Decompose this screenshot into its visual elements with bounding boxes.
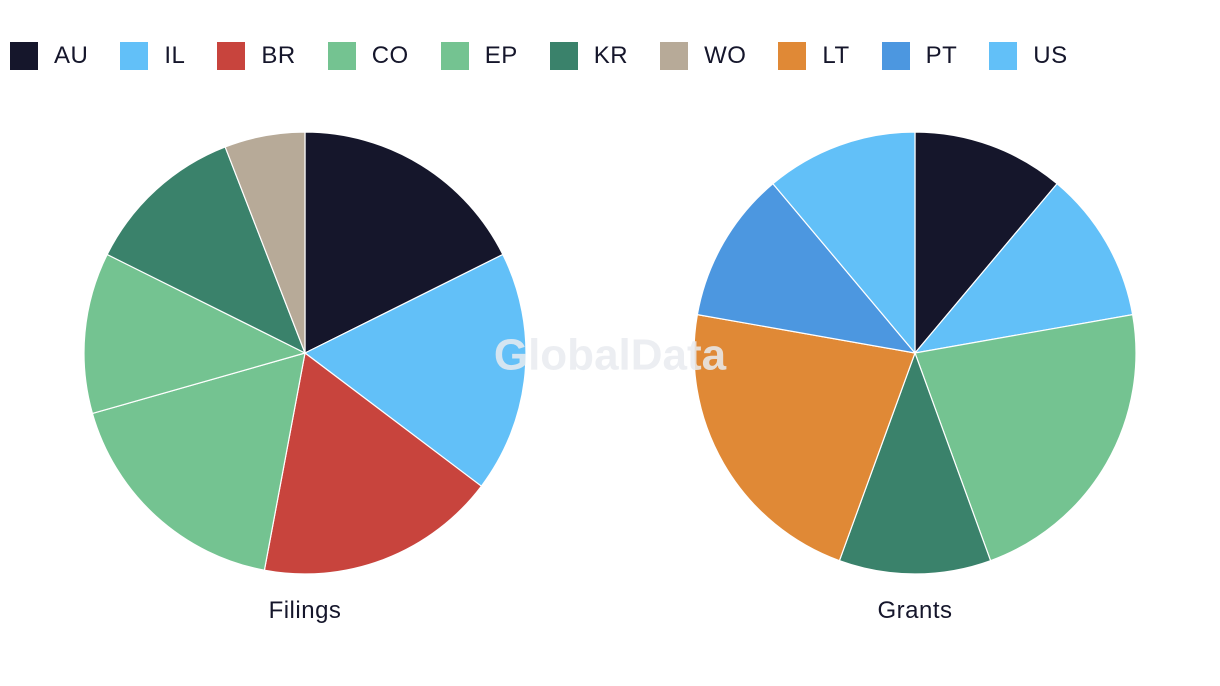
- legend-item-ep[interactable]: EP: [440, 42, 518, 70]
- pie-title: Grants: [877, 597, 952, 624]
- pie-slice-wo[interactable]: [224, 131, 306, 354]
- legend-item-br[interactable]: BR: [217, 42, 295, 70]
- legend-swatch: [989, 42, 1018, 70]
- legend-label: EP: [484, 42, 518, 69]
- legend-swatch: [10, 42, 38, 70]
- legend-label: CO: [371, 42, 409, 69]
- pie-filings: [83, 131, 527, 575]
- pie-slice-us[interactable]: [772, 131, 916, 354]
- legend-label: AU: [54, 42, 89, 69]
- legend-item-us[interactable]: US: [989, 42, 1067, 70]
- legend-label: US: [1033, 42, 1068, 69]
- pie-slice-kr[interactable]: [106, 146, 306, 354]
- pie-slice-br[interactable]: [263, 352, 482, 575]
- legend-swatch: [778, 42, 807, 70]
- legend-swatch: [217, 42, 246, 70]
- legend-swatch: [120, 42, 149, 70]
- pie-slice-co[interactable]: [91, 352, 306, 571]
- pie-slice-il[interactable]: [914, 183, 1134, 354]
- legend-item-pt[interactable]: PT: [881, 42, 958, 70]
- pie-slice-co[interactable]: [914, 314, 1137, 562]
- legend-item-kr[interactable]: KR: [549, 42, 629, 70]
- pie-slice-kr[interactable]: [838, 352, 992, 575]
- legend-label: IL: [164, 42, 186, 69]
- pie-slice-lt[interactable]: [693, 314, 916, 562]
- pie-title: Filings: [269, 597, 342, 624]
- legend-label: WO: [704, 42, 747, 69]
- legend-swatch: [327, 42, 356, 70]
- pie-slice-au[interactable]: [304, 131, 504, 354]
- legend-label: BR: [261, 42, 296, 69]
- pie-slice-il[interactable]: [304, 253, 527, 487]
- legend-label: KR: [593, 42, 629, 69]
- legend-item-co[interactable]: CO: [327, 42, 409, 70]
- legend-label: PT: [925, 42, 958, 69]
- pie-slice-pt[interactable]: [696, 183, 916, 354]
- watermark: GlobalData: [494, 331, 727, 380]
- pie-grants: [693, 131, 1137, 575]
- legend-item-au[interactable]: AU: [10, 42, 88, 70]
- legend-item-il[interactable]: IL: [120, 42, 185, 70]
- legend-item-lt[interactable]: LT: [778, 42, 849, 70]
- legend-swatch: [549, 42, 578, 70]
- legend-swatch: [440, 42, 469, 70]
- chart-legend: AU IL BR CO EP KR WO LT PT US: [10, 40, 1100, 72]
- legend-item-wo[interactable]: WO: [660, 42, 746, 70]
- pie-slice-au[interactable]: [914, 131, 1058, 354]
- pie-slice-ep[interactable]: [83, 253, 306, 415]
- legend-swatch: [660, 42, 689, 70]
- legend-swatch: [881, 42, 910, 70]
- legend-label: LT: [822, 42, 850, 69]
